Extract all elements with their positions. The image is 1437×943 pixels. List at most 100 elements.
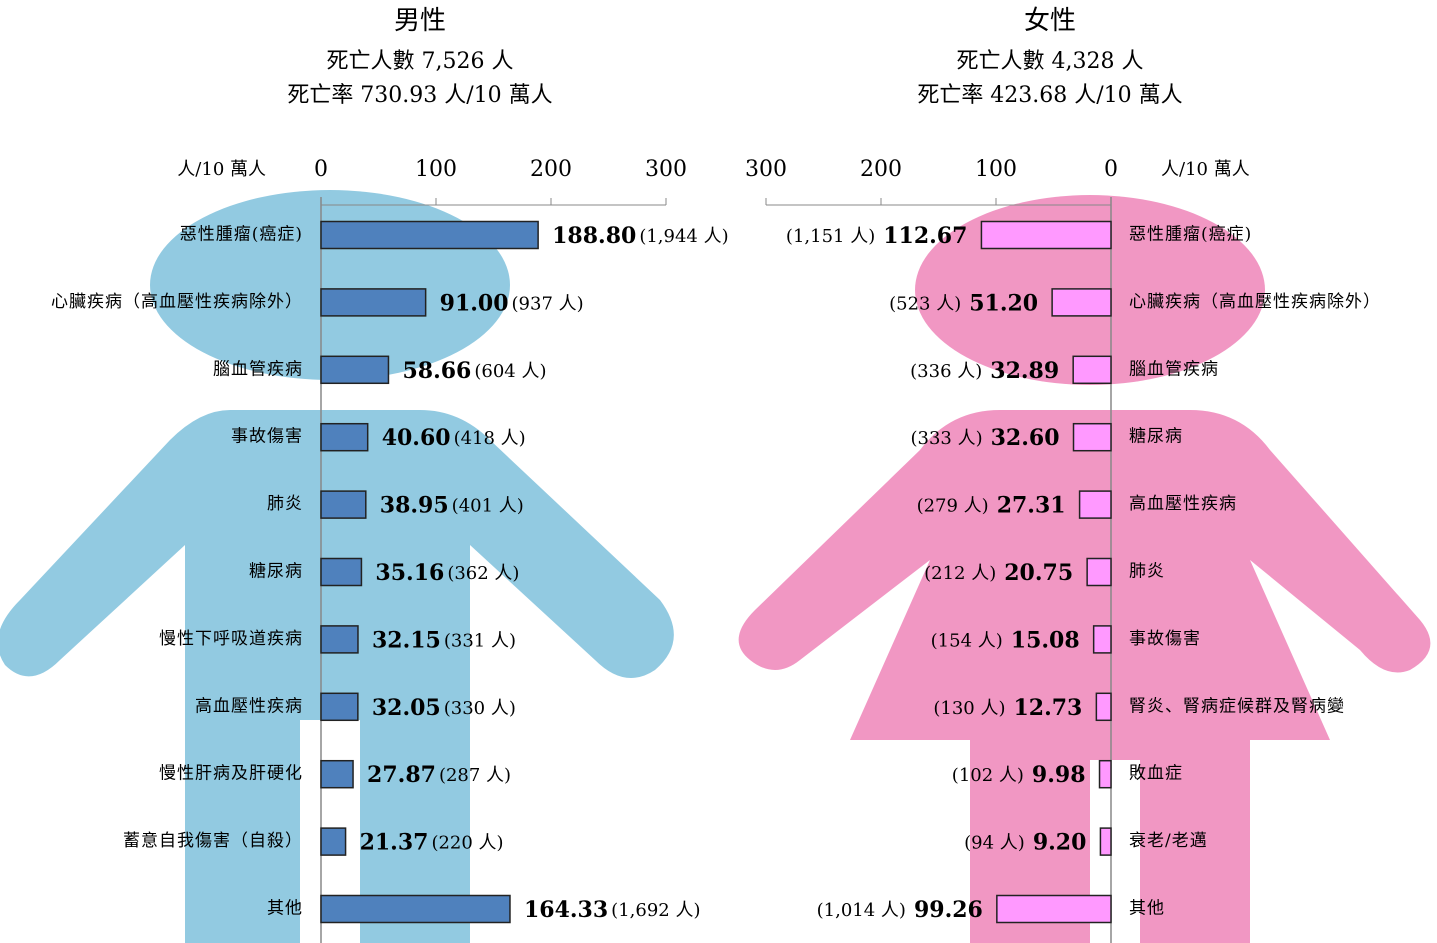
value-label: 9.98 bbox=[1032, 762, 1086, 788]
bar bbox=[1100, 761, 1111, 788]
category-label: 蓄意自我傷害（自殺） bbox=[123, 831, 303, 851]
panel-title: 男性 bbox=[394, 6, 446, 36]
value-label: 112.67 bbox=[883, 223, 967, 249]
data-label: 40.60(418 人) bbox=[382, 425, 526, 451]
bar bbox=[321, 356, 388, 383]
count-label: (279 人) bbox=[917, 496, 989, 517]
category-label: 心臟疾病（高血壓性疾病除外） bbox=[1129, 292, 1381, 312]
value-label: 164.33 bbox=[524, 897, 608, 923]
bar bbox=[321, 896, 510, 923]
category-label: 惡性腫瘤(癌症) bbox=[1129, 225, 1252, 245]
count-label: (102 人) bbox=[952, 765, 1024, 786]
category-label: 敗血症 bbox=[1129, 764, 1183, 784]
bar bbox=[1074, 424, 1111, 451]
bar bbox=[1080, 491, 1111, 518]
count-label: (220 人) bbox=[431, 833, 503, 854]
value-label: 32.05 bbox=[372, 695, 441, 721]
category-label: 事故傷害 bbox=[231, 427, 303, 447]
value-label: 21.37 bbox=[360, 830, 429, 856]
category-label: 糖尿病 bbox=[249, 562, 303, 582]
data-label: 35.16(362 人) bbox=[375, 560, 519, 586]
data-label: (102 人) 9.98 bbox=[952, 762, 1086, 788]
count-label: (333 人) bbox=[910, 428, 982, 449]
count-label: (523 人) bbox=[889, 293, 961, 314]
category-label: 其他 bbox=[1129, 899, 1165, 919]
count-label: (154 人) bbox=[931, 630, 1003, 651]
panel-subtitle: 死亡率 730.93 人/10 萬人 bbox=[287, 83, 552, 108]
bar bbox=[321, 289, 426, 316]
category-label: 事故傷害 bbox=[1129, 629, 1201, 649]
panel-subtitle: 死亡人數 4,328 人 bbox=[957, 49, 1144, 74]
data-label: 188.80(1,944 人) bbox=[552, 223, 729, 249]
value-label: 9.20 bbox=[1033, 830, 1087, 856]
value-label: 99.26 bbox=[914, 897, 983, 923]
bar bbox=[321, 559, 361, 586]
data-label: (1,014 人) 99.26 bbox=[817, 897, 983, 923]
value-label: 15.08 bbox=[1011, 627, 1080, 653]
bar bbox=[1094, 626, 1111, 653]
count-label: (287 人) bbox=[439, 765, 511, 786]
data-label: (1,151 人) 112.67 bbox=[786, 223, 967, 249]
count-label: (94 人) bbox=[964, 833, 1025, 854]
data-label: 21.37(220 人) bbox=[360, 830, 504, 856]
value-label: 27.87 bbox=[367, 762, 436, 788]
data-label: 91.00(937 人) bbox=[440, 290, 584, 316]
data-label: 164.33(1,692 人) bbox=[524, 897, 701, 923]
x-tick-label: 200 bbox=[860, 157, 902, 182]
x-axis-label: 人/10 萬人 bbox=[1161, 159, 1250, 180]
count-label: (336 人) bbox=[910, 361, 982, 382]
value-label: 38.95 bbox=[380, 493, 449, 519]
count-label: (418 人) bbox=[454, 428, 526, 449]
x-tick-label: 100 bbox=[415, 157, 457, 182]
data-label: 58.66(604 人) bbox=[402, 358, 546, 384]
category-label: 腦血管疾病 bbox=[213, 359, 303, 379]
bar bbox=[997, 896, 1111, 923]
value-label: 91.00 bbox=[440, 290, 509, 316]
count-label: (331 人) bbox=[444, 630, 516, 651]
count-label: (1,151 人) bbox=[786, 226, 875, 247]
bar bbox=[321, 424, 368, 451]
x-tick-label: 0 bbox=[314, 157, 328, 182]
category-label: 高血壓性疾病 bbox=[195, 696, 303, 716]
value-label: 27.31 bbox=[997, 493, 1066, 519]
count-label: (604 人) bbox=[474, 361, 546, 382]
count-label: (937 人) bbox=[512, 293, 584, 314]
x-tick-label: 200 bbox=[530, 157, 572, 182]
data-label: 38.95(401 人) bbox=[380, 493, 524, 519]
value-label: 188.80 bbox=[552, 223, 636, 249]
category-label: 慢性下呼吸道疾病 bbox=[159, 628, 303, 649]
chart: 男性死亡人數 7,526 人死亡率 730.93 人/10 萬人人/10 萬人 0… bbox=[0, 0, 1437, 943]
x-tick-label: 100 bbox=[975, 157, 1017, 182]
bar bbox=[981, 222, 1111, 249]
value-label: 51.20 bbox=[969, 290, 1038, 316]
count-label: (130 人) bbox=[933, 698, 1005, 719]
bar bbox=[1052, 289, 1111, 316]
x-tick-label: 0 bbox=[1104, 157, 1118, 182]
count-label: (330 人) bbox=[444, 698, 516, 719]
category-label: 慢性肝病及肝硬化 bbox=[159, 763, 303, 784]
value-label: 32.60 bbox=[991, 425, 1060, 451]
category-label: 肺炎 bbox=[267, 494, 303, 514]
value-label: 32.15 bbox=[372, 627, 441, 653]
panel-subtitle: 死亡率 423.68 人/10 萬人 bbox=[917, 83, 1182, 108]
category-label: 腎炎、腎病症候群及腎病變 bbox=[1129, 696, 1345, 716]
category-label: 肺炎 bbox=[1129, 562, 1165, 582]
bar bbox=[321, 828, 346, 855]
category-label: 糖尿病 bbox=[1129, 427, 1183, 447]
bar bbox=[1087, 559, 1111, 586]
x-tick-label: 300 bbox=[745, 157, 787, 182]
count-label: (401 人) bbox=[452, 496, 524, 517]
bar bbox=[321, 693, 358, 720]
panel-subtitle: 死亡人數 7,526 人 bbox=[327, 49, 514, 74]
count-label: (212 人) bbox=[924, 563, 996, 584]
value-label: 12.73 bbox=[1013, 695, 1082, 721]
value-label: 35.16 bbox=[375, 560, 444, 586]
bar bbox=[1100, 828, 1111, 855]
x-axis-label: 人/10 萬人 bbox=[177, 159, 266, 180]
data-label: 32.15(331 人) bbox=[372, 627, 516, 653]
value-label: 20.75 bbox=[1004, 560, 1073, 586]
bar bbox=[1073, 356, 1111, 383]
count-label: (1,014 人) bbox=[817, 900, 906, 921]
value-label: 58.66 bbox=[402, 358, 471, 384]
category-label: 高血壓性疾病 bbox=[1129, 494, 1237, 514]
